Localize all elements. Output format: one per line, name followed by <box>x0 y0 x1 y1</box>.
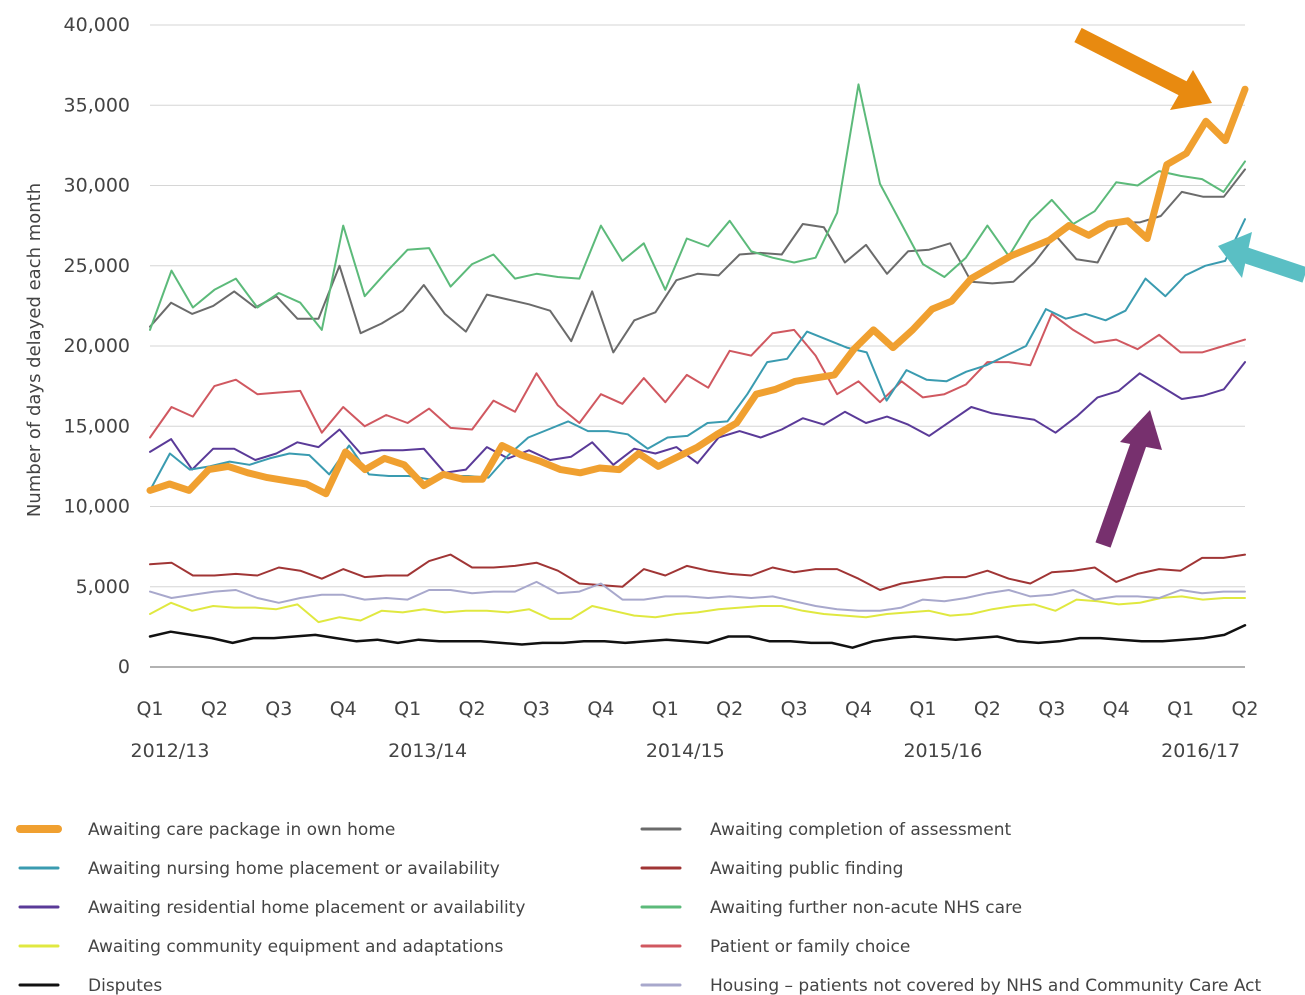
x-tick-label: Q1 <box>1167 698 1194 720</box>
arrow-annotations <box>1074 27 1305 548</box>
x-tick-label: Q4 <box>330 698 357 720</box>
teal-arrow <box>1218 232 1305 283</box>
y-tick-label: 35,000 <box>64 94 130 116</box>
purple-arrow <box>1095 410 1162 548</box>
x-tick-label: Q3 <box>781 698 808 720</box>
y-tick-label: 25,000 <box>64 255 130 277</box>
x-year-label: 2016/17 <box>1161 740 1240 762</box>
legend-label: Disputes <box>88 976 162 995</box>
x-tick-label: Q3 <box>523 698 550 720</box>
legend-label: Awaiting further non-acute NHS care <box>710 898 1022 918</box>
y-axis-ticks: 0 5,000 10,000 15,000 20,000 25,000 30,000 35,0… <box>64 14 130 678</box>
y-tick-label: 10,000 <box>64 496 130 518</box>
legend-item: Awaiting nursing home placement or avail… <box>18 859 500 879</box>
series-line <box>149 595 1246 624</box>
legend-label: Awaiting public finding <box>710 859 903 879</box>
series-line <box>149 553 1246 591</box>
x-tick-label: Q1 <box>652 698 679 720</box>
y-tick-label: 30,000 <box>64 175 130 197</box>
legend-item: Awaiting community equipment and adaptat… <box>18 937 503 957</box>
y-tick-label: 0 <box>118 656 130 678</box>
legend-item: Awaiting completion of assessment <box>640 820 1011 840</box>
x-tick-label: Q2 <box>201 698 228 720</box>
legend-item: Awaiting care package in own home <box>16 820 395 840</box>
series-line <box>146 85 1249 498</box>
legend-item: Patient or family choice <box>640 937 910 957</box>
legend: Awaiting care package in own home Awaitin… <box>16 820 1262 995</box>
legend-item: Awaiting residential home placement or a… <box>18 898 525 918</box>
series-lines <box>146 83 1249 649</box>
x-tick-label: Q3 <box>265 698 292 720</box>
x-tick-label: Q2 <box>459 698 486 720</box>
legend-label: Housing – patients not covered by NHS an… <box>710 976 1262 995</box>
y-tick-label: 40,000 <box>64 14 130 36</box>
y-tick-label: 5,000 <box>76 576 130 598</box>
x-tick-label: Q2 <box>1231 698 1258 720</box>
x-year-label: 2015/16 <box>903 740 982 762</box>
x-year-label: 2013/14 <box>388 740 467 762</box>
x-year-label: 2014/15 <box>646 740 725 762</box>
legend-label: Awaiting community equipment and adaptat… <box>88 937 503 957</box>
legend-label: Awaiting residential home placement or a… <box>88 898 525 918</box>
legend-item: Awaiting public finding <box>640 859 903 879</box>
series-line <box>149 168 1246 354</box>
orange-arrow <box>1074 27 1212 110</box>
x-tick-label: Q2 <box>974 698 1001 720</box>
x-tick-label: Q3 <box>1038 698 1065 720</box>
y-axis-label: Number of days delayed each month <box>24 183 45 517</box>
x-year-label: 2012/13 <box>131 740 210 762</box>
legend-item: Disputes <box>18 976 162 995</box>
y-tick-label: 20,000 <box>64 335 130 357</box>
series-line <box>149 218 1246 492</box>
legend-item: Awaiting further non-acute NHS care <box>640 898 1022 918</box>
x-tick-label: Q1 <box>136 698 163 720</box>
x-tick-label: Q4 <box>845 698 872 720</box>
gridlines <box>150 24 1245 668</box>
series-line <box>149 312 1246 439</box>
x-tick-label: Q1 <box>909 698 936 720</box>
x-tick-label: Q1 <box>394 698 421 720</box>
x-axis-ticks: Q1 Q2 Q3 Q4 Q1 Q2 Q3 Q4 Q1 Q2 Q3 Q4 Q1 Q2 Q3 Q4 Q1 Q2 2012… <box>131 698 1259 762</box>
series-line <box>148 624 1247 649</box>
series-line <box>149 361 1246 474</box>
x-tick-label: Q4 <box>587 698 614 720</box>
legend-label: Awaiting nursing home placement or avail… <box>88 859 500 879</box>
x-tick-label: Q2 <box>716 698 743 720</box>
series-line <box>149 580 1246 612</box>
legend-label: Awaiting completion of assessment <box>710 820 1011 840</box>
legend-label: Patient or family choice <box>710 937 910 957</box>
legend-item: Housing – patients not covered by NHS an… <box>640 976 1262 995</box>
y-tick-label: 15,000 <box>64 415 130 437</box>
legend-label: Awaiting care package in own home <box>88 820 395 840</box>
x-tick-label: Q4 <box>1103 698 1130 720</box>
series-line <box>149 83 1246 331</box>
